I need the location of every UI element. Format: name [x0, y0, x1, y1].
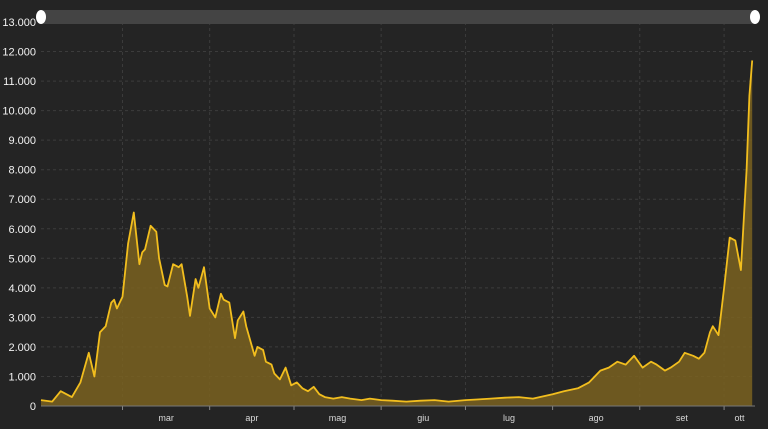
- y-tick-label: 4.000: [8, 283, 36, 295]
- y-tick-label: 6.000: [8, 224, 36, 236]
- y-tick-label: 13.000: [2, 17, 36, 29]
- y-tick-label: 11.000: [3, 76, 36, 88]
- series-area: [41, 60, 753, 407]
- y-tick-label: 12.000: [2, 47, 36, 59]
- x-tick-label: giu: [417, 413, 429, 423]
- x-tick-label: ott: [735, 413, 746, 423]
- x-tick-label: ago: [589, 413, 604, 423]
- y-tick-label: 0: [30, 401, 36, 413]
- y-tick-label: 3.000: [8, 312, 36, 324]
- x-axis: mar apr mag giu lug ago set ott: [41, 405, 755, 423]
- x-tick-label: apr: [245, 413, 258, 423]
- scrollbar-right-handle[interactable]: [750, 10, 760, 24]
- y-tick-label: 8.000: [8, 165, 36, 177]
- y-tick-label: 5.000: [8, 253, 36, 265]
- x-tick-label: mag: [329, 413, 347, 423]
- y-tick-label: 10.000: [2, 106, 36, 118]
- y-tick-label: 1.000: [8, 371, 36, 383]
- scrollbar-left-handle[interactable]: [36, 10, 46, 24]
- series-line: [40, 60, 754, 403]
- x-tick-label: mar: [158, 413, 174, 423]
- x-tick-label: set: [676, 413, 689, 423]
- range-scrollbar[interactable]: [36, 10, 760, 24]
- y-tick-label: 7.000: [8, 194, 36, 206]
- y-axis: 0 1.000 2.000 3.000 4.000 5.000 6.000 7.000 8.00…: [2, 17, 36, 413]
- y-tick-label: 9.000: [8, 135, 36, 147]
- y-tick-label: 2.000: [8, 342, 36, 354]
- scrollbar-track[interactable]: [41, 10, 755, 24]
- x-tick-label: lug: [503, 413, 515, 423]
- line-layer: [40, 60, 754, 403]
- area-layer: [41, 60, 753, 407]
